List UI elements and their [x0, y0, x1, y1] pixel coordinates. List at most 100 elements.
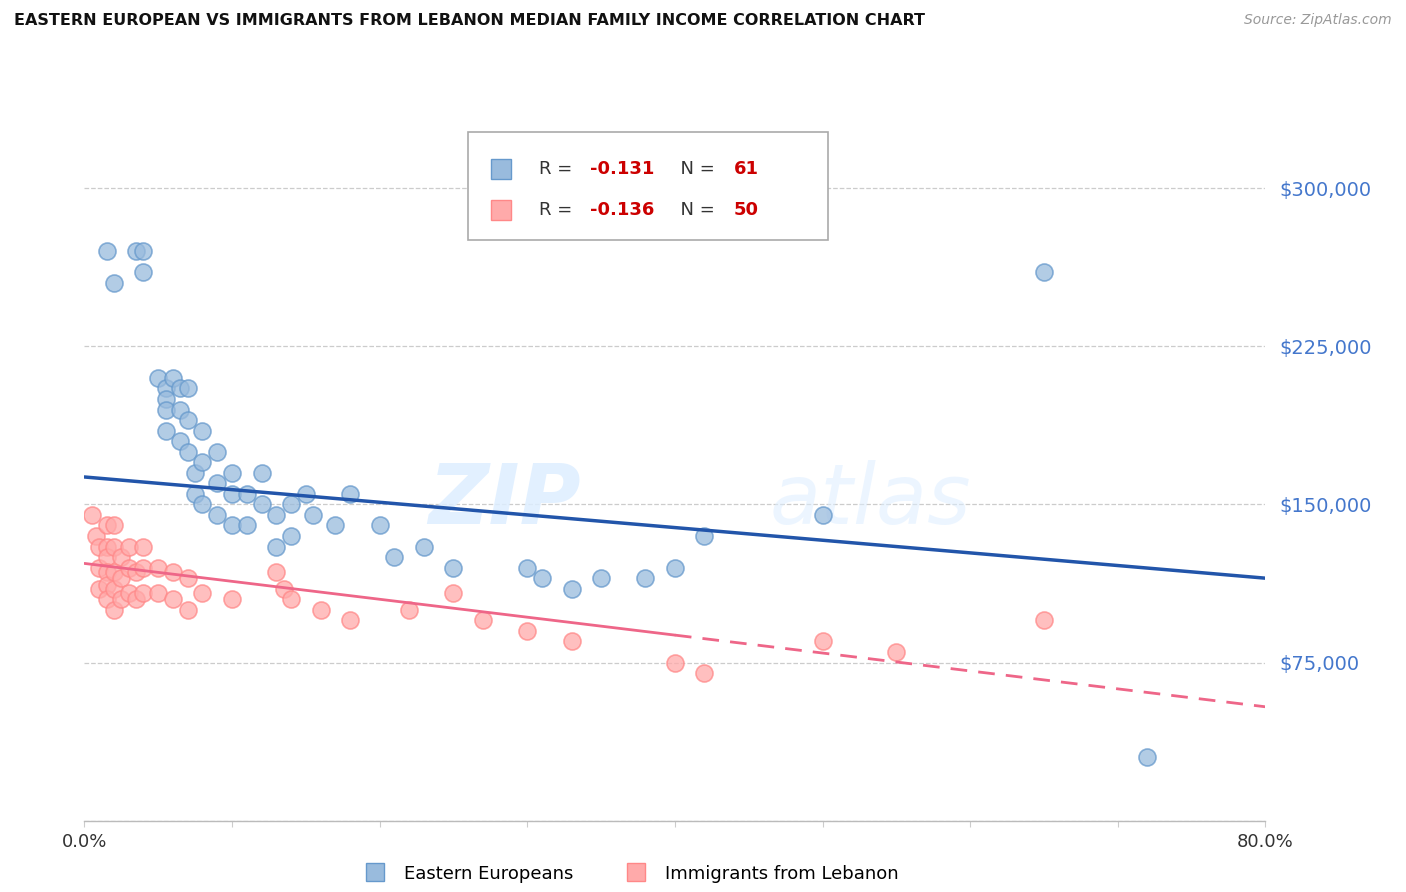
Point — [221, 466, 243, 480]
Point — [169, 381, 191, 395]
Point — [664, 560, 686, 574]
Point — [125, 244, 148, 259]
Point — [155, 381, 177, 395]
Y-axis label: Median Family Income: Median Family Income — [0, 372, 8, 574]
Point — [80, 508, 103, 522]
Point — [162, 592, 184, 607]
Point — [264, 508, 288, 522]
Point — [118, 560, 141, 574]
Point — [191, 424, 214, 438]
Point — [472, 613, 495, 627]
Point — [96, 518, 118, 533]
Point — [339, 613, 361, 627]
Point — [103, 276, 125, 290]
Text: ZIP: ZIP — [427, 460, 581, 541]
Point — [280, 497, 302, 511]
Point — [132, 586, 155, 600]
Text: R =: R = — [538, 160, 578, 178]
Point — [132, 540, 155, 554]
Point — [177, 413, 200, 427]
Point — [516, 624, 538, 638]
Point — [96, 540, 118, 554]
Point — [184, 466, 207, 480]
Point — [205, 476, 228, 491]
Point — [413, 540, 436, 554]
Point — [250, 497, 273, 511]
Text: 50: 50 — [734, 202, 759, 219]
Point — [250, 466, 273, 480]
Point — [125, 592, 148, 607]
Point — [148, 371, 170, 385]
Point — [118, 586, 141, 600]
Point — [441, 586, 464, 600]
Point — [103, 603, 125, 617]
Point — [205, 444, 228, 458]
Point — [125, 565, 148, 579]
Point — [89, 540, 111, 554]
Point — [162, 371, 184, 385]
Point — [96, 565, 118, 579]
Point — [162, 565, 184, 579]
Point — [560, 582, 583, 596]
Point — [132, 560, 155, 574]
Point — [302, 508, 325, 522]
Point — [103, 565, 125, 579]
Point — [236, 518, 259, 533]
Point — [221, 518, 243, 533]
Text: -0.136: -0.136 — [591, 202, 654, 219]
Point — [264, 540, 288, 554]
Text: -0.131: -0.131 — [591, 160, 654, 178]
Point — [591, 571, 613, 585]
Point — [382, 550, 406, 565]
Text: N =: N = — [669, 202, 720, 219]
Point — [84, 529, 107, 543]
Point — [177, 603, 200, 617]
Point — [110, 550, 132, 565]
Point — [155, 392, 177, 406]
Point — [441, 560, 464, 574]
Point — [1136, 750, 1159, 764]
Point — [273, 582, 295, 596]
Point — [103, 540, 125, 554]
Point — [110, 592, 132, 607]
Text: 61: 61 — [734, 160, 759, 178]
Point — [89, 582, 111, 596]
Point — [221, 487, 243, 501]
Point — [177, 444, 200, 458]
Text: N =: N = — [669, 160, 720, 178]
Point — [118, 540, 141, 554]
Point — [177, 571, 200, 585]
Point — [96, 244, 118, 259]
Point — [280, 592, 302, 607]
Point — [103, 518, 125, 533]
Point — [1032, 265, 1054, 279]
Point — [148, 560, 170, 574]
Point — [96, 577, 118, 591]
Point — [148, 586, 170, 600]
Point — [560, 634, 583, 648]
Point — [339, 487, 361, 501]
Text: EASTERN EUROPEAN VS IMMIGRANTS FROM LEBANON MEDIAN FAMILY INCOME CORRELATION CHA: EASTERN EUROPEAN VS IMMIGRANTS FROM LEBA… — [14, 13, 925, 29]
Point — [516, 560, 538, 574]
FancyBboxPatch shape — [468, 132, 828, 240]
Point — [155, 402, 177, 417]
Point — [132, 244, 155, 259]
Point — [103, 582, 125, 596]
Point — [309, 603, 332, 617]
Point — [811, 634, 834, 648]
Point — [96, 592, 118, 607]
Point — [811, 508, 834, 522]
Point — [398, 603, 420, 617]
Point — [205, 508, 228, 522]
Point — [169, 402, 191, 417]
Point — [184, 487, 207, 501]
Point — [236, 487, 259, 501]
Point — [221, 592, 243, 607]
Point — [1032, 613, 1054, 627]
Point — [96, 550, 118, 565]
Legend: Eastern Europeans, Immigrants from Lebanon: Eastern Europeans, Immigrants from Leban… — [347, 855, 908, 892]
Point — [530, 571, 553, 585]
Point — [886, 645, 908, 659]
Point — [693, 666, 716, 681]
Point — [191, 455, 214, 469]
